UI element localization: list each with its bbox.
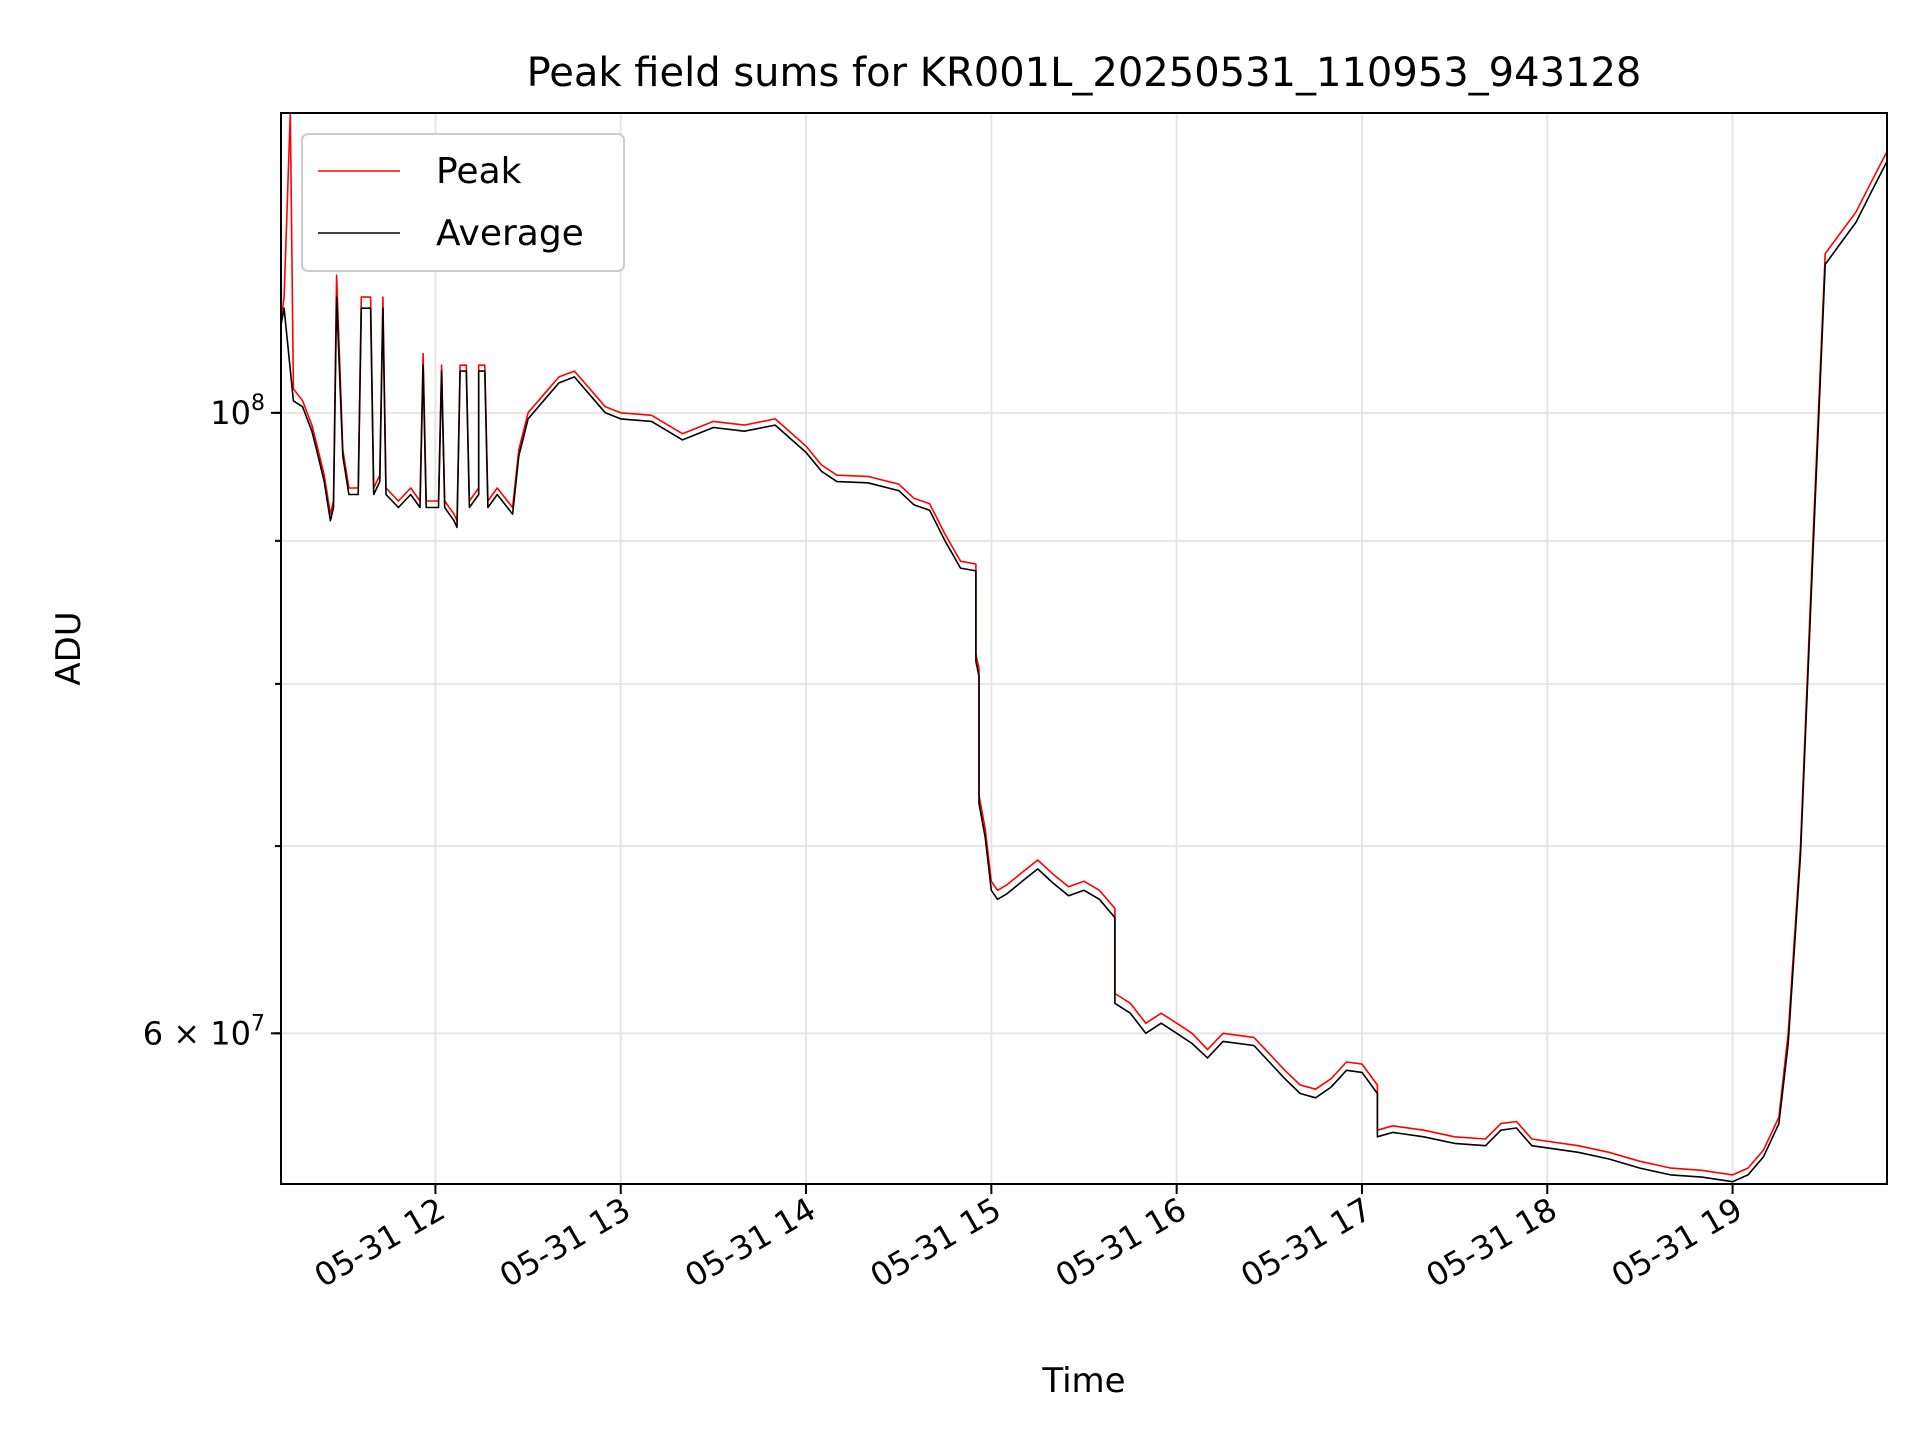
y-tick-label-base: 6 × 10 <box>143 1014 251 1052</box>
legend-label-peak: Peak <box>436 151 522 192</box>
x-tick-label: 05-31 16 <box>1049 1190 1193 1295</box>
legend-box <box>301 133 625 272</box>
grid <box>281 113 1887 1184</box>
y-tick-label-exponent: 8 <box>251 391 265 416</box>
x-tick-label: 05-31 19 <box>1605 1190 1749 1295</box>
y-tick-label-base: 10 <box>210 394 251 432</box>
x-axis-label: Time <box>1041 1361 1125 1401</box>
x-tick-label: 05-31 17 <box>1234 1190 1378 1295</box>
chart-title: Peak field sums for KR001L_20250531_1109… <box>527 50 1642 96</box>
series-line-average <box>280 161 1888 1183</box>
series-line-peak <box>280 112 1888 1176</box>
y-tick-label-exponent: 7 <box>251 1011 265 1036</box>
x-tick-label: 05-31 12 <box>308 1190 452 1295</box>
legend-label-average: Average <box>436 213 584 254</box>
y-tick-label: 108 <box>210 391 265 432</box>
y-tick-label: 6 × 107 <box>143 1011 265 1052</box>
x-tick-label: 05-31 14 <box>678 1190 822 1295</box>
x-tick-label: 05-31 15 <box>864 1190 1008 1295</box>
x-tick-label: 05-31 18 <box>1420 1190 1564 1295</box>
plot-frame <box>280 112 1888 1185</box>
x-tick-label: 05-31 13 <box>493 1190 637 1295</box>
tick-layer: 05-31 12 05-31 13 05-31 14 05-31 15 05-31 16… <box>143 391 1749 1295</box>
series-layer <box>280 112 1888 1183</box>
legend: Peak Average <box>301 133 625 272</box>
y-axis-label: ADU <box>49 611 89 685</box>
